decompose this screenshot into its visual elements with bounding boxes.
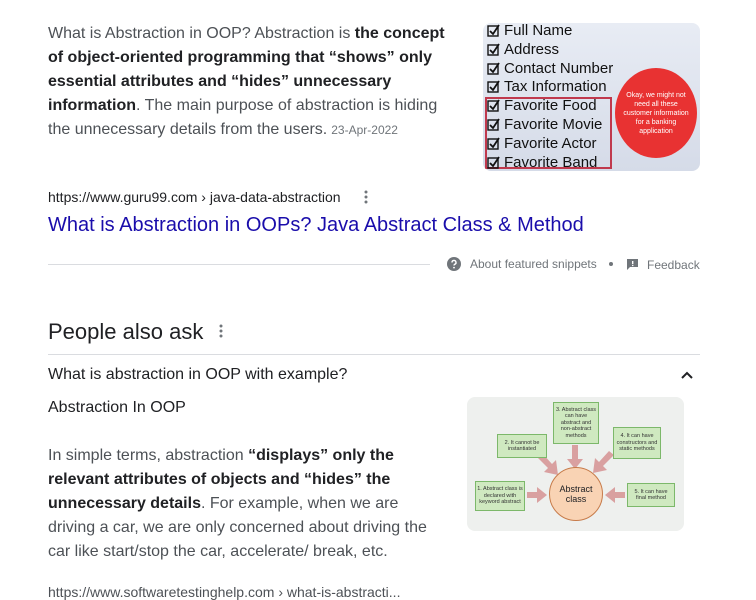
feedback[interactable]: Feedback bbox=[647, 258, 700, 272]
text-segment: the concept of object-oriented programmi… bbox=[48, 25, 445, 114]
checkbox bbox=[487, 62, 500, 75]
text-segment: . The main purpose of abstraction is hid… bbox=[48, 97, 438, 138]
snippet-text: What is Abstraction in OOP? Abstraction … bbox=[48, 22, 453, 142]
paa-question[interactable]: What is abstraction in OOP with example? bbox=[48, 366, 348, 383]
checkbox bbox=[487, 99, 500, 112]
answer-image[interactable]: Abstract class 3. Abstract class can hav… bbox=[467, 397, 684, 531]
checkbox bbox=[487, 24, 500, 37]
checklist-text: Tax Information bbox=[504, 78, 607, 96]
diagram-node: 2. It cannot be instantiated bbox=[497, 434, 547, 458]
answer-url[interactable]: https://www.softwaretestinghelp.com › wh… bbox=[48, 584, 401, 600]
checklist-item: Contact Number bbox=[487, 60, 613, 77]
divider bbox=[48, 354, 700, 355]
checklist-item: Address bbox=[487, 41, 559, 58]
more-icon[interactable] bbox=[360, 189, 372, 205]
text-segment: “displays” only the relevant attributes … bbox=[48, 447, 394, 512]
diagram-center: Abstract class bbox=[549, 467, 603, 521]
text-segment: In simple terms, abstraction bbox=[48, 447, 249, 464]
checklist-text: Favorite Actor bbox=[504, 134, 597, 152]
checklist-item: Favorite Movie bbox=[487, 116, 602, 133]
collapse-icon[interactable] bbox=[680, 370, 694, 380]
checklist-text: Address bbox=[504, 40, 560, 58]
text-segment: . For example, when we are driving a car… bbox=[48, 495, 427, 560]
diagram-node: 5. It can have final method bbox=[627, 483, 675, 507]
checkbox bbox=[487, 118, 500, 131]
checklist-item: Favorite Food bbox=[487, 97, 597, 114]
divider bbox=[48, 264, 430, 265]
checkbox bbox=[487, 137, 500, 150]
checkbox bbox=[487, 80, 500, 94]
checkbox bbox=[487, 43, 500, 56]
dot bbox=[609, 262, 613, 266]
answer-text: In simple terms, abstraction “displays” … bbox=[48, 444, 440, 564]
checklist-text: Contact Number bbox=[504, 59, 614, 77]
checklist-item: Tax Information bbox=[487, 78, 607, 95]
checklist-item: Favorite Band bbox=[487, 154, 597, 171]
diagram-arrows bbox=[527, 445, 625, 503]
checklist-text: Favorite Band bbox=[504, 153, 598, 171]
checkbox bbox=[487, 156, 500, 169]
text-segment: What is Abstraction in OOP? Abstraction … bbox=[48, 25, 355, 42]
checklist-text: Favorite Movie bbox=[504, 116, 603, 133]
diagram-node: 1. Abstract class is declared with keywo… bbox=[475, 481, 525, 511]
result-title[interactable]: What is Abstraction in OOPs? Java Abstra… bbox=[48, 214, 584, 236]
checklist-item: Favorite Actor bbox=[487, 135, 597, 152]
checklist-text: Full Name bbox=[504, 23, 573, 39]
snippet-image[interactable]: Okay, we might not need all these custom… bbox=[483, 23, 700, 171]
feedback-icon bbox=[627, 259, 638, 270]
answer-title: Abstraction In OOP bbox=[48, 399, 186, 416]
diagram-node: 3. Abstract class can have abstract and … bbox=[553, 402, 599, 444]
paa-heading: People also ask bbox=[48, 319, 204, 344]
highlight-box bbox=[485, 97, 612, 169]
checklist-item: Full Name bbox=[487, 23, 572, 39]
result-url[interactable]: https://www.guru99.com › java-data-abstr… bbox=[48, 189, 341, 205]
image-bubble: Okay, we might not need all these custom… bbox=[615, 68, 697, 158]
about-snippets[interactable]: About featured snippets bbox=[470, 257, 597, 271]
more-icon[interactable] bbox=[215, 323, 227, 339]
diagram-node: 4. It can have constructors and static m… bbox=[613, 427, 661, 459]
checklist-text: Favorite Food bbox=[504, 97, 597, 115]
help-icon bbox=[447, 257, 461, 271]
snippet-date: 23-Apr-2022 bbox=[331, 123, 398, 137]
